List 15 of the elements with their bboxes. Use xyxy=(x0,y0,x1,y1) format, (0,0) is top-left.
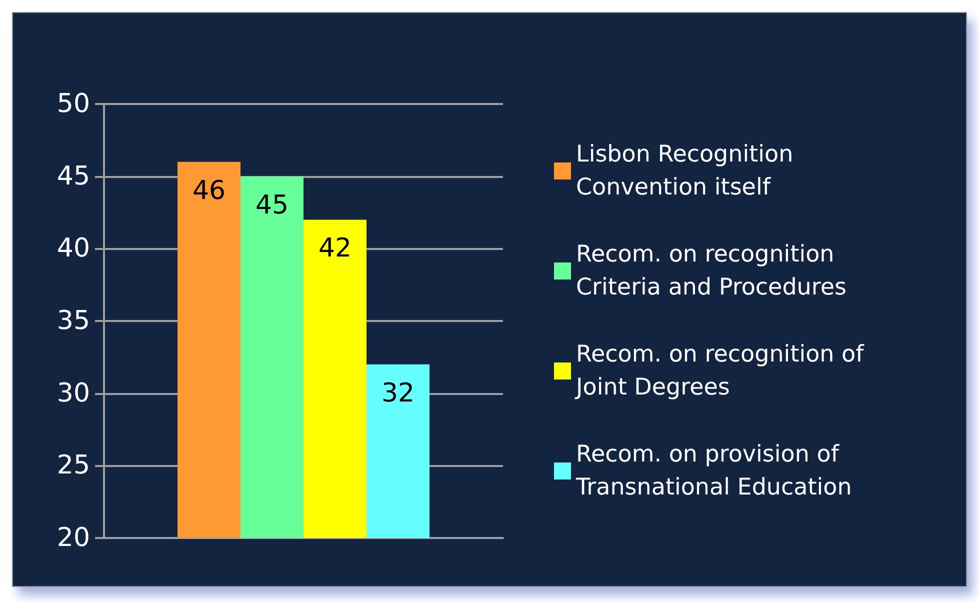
y-tick-label: 25 xyxy=(56,450,90,481)
y-tick-label: 35 xyxy=(56,306,90,336)
legend-label: Recom. on provision of Transnational Education xyxy=(575,442,852,500)
legend-label: Recom. on recognition Criteria and Procedures xyxy=(576,242,846,300)
y-tick-label: 40 xyxy=(56,234,90,264)
legend-label: Recom. on recognition of Joint Degrees xyxy=(574,342,872,400)
y-tick-label: 45 xyxy=(56,161,90,192)
y-tick-label: 50 xyxy=(56,89,90,119)
data-label: 45 xyxy=(255,190,289,220)
data-label: 42 xyxy=(318,234,352,264)
data-label: 46 xyxy=(192,176,226,206)
legend-label: Lisbon Recognition Convention itself xyxy=(576,142,800,200)
y-tick-label: 30 xyxy=(56,378,90,408)
data-label: 32 xyxy=(381,378,415,408)
y-tick-label: 20 xyxy=(56,523,90,553)
